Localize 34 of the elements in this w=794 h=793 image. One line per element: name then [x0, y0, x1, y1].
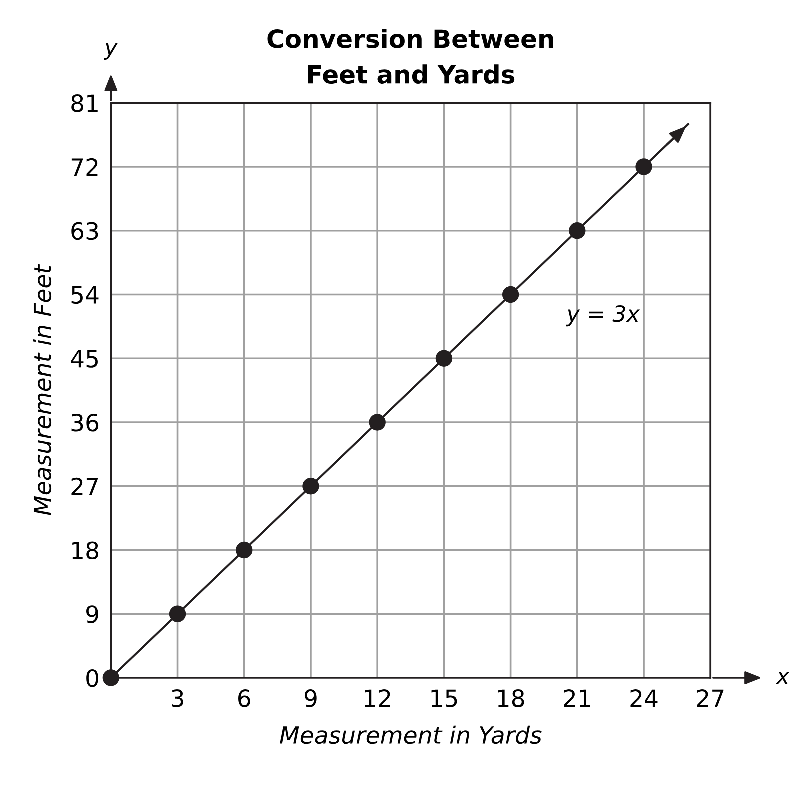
point — [236, 542, 253, 559]
point — [302, 478, 320, 495]
point — [636, 158, 652, 176]
y-axis-title: Measurement in Feet — [33, 264, 52, 516]
x-tick-label: 24 — [630, 690, 658, 708]
y-tick-label: 36 — [72, 414, 99, 432]
x-tick-label: 21 — [564, 690, 590, 708]
y-tick-label: 27 — [72, 478, 98, 496]
text: x — [776, 672, 790, 684]
annotation: y = 3x — [566, 305, 640, 327]
x-tick-label: 18 — [498, 690, 524, 708]
y-tick-label: 0 — [86, 669, 98, 688]
x-tick-label: 12 — [365, 690, 390, 708]
point — [102, 670, 120, 686]
x-tick-label: 27 — [697, 690, 724, 708]
x-tick-label: 3 — [172, 690, 184, 708]
y-tick-label: 63 — [72, 222, 98, 240]
x-axis-title: Measurement in Yards — [280, 726, 542, 744]
point — [569, 222, 586, 240]
point — [436, 350, 453, 367]
y-tick-label: 45 — [71, 350, 98, 368]
y-tick-label: 72 — [72, 158, 98, 176]
point — [502, 286, 520, 304]
y-tick-label: 9 — [86, 606, 98, 624]
point — [169, 606, 186, 622]
x-tick-label: 15 — [432, 690, 458, 708]
x-tick-label: 6 — [238, 690, 250, 708]
text: y — [104, 43, 118, 60]
point — [369, 414, 386, 431]
y-tick-label: 81 — [72, 94, 98, 112]
y-tick-label: 54 — [72, 286, 99, 304]
x-tick-label: 9 — [304, 690, 317, 708]
chart-title: Conversion Between Feet and Yards — [268, 29, 554, 84]
y-tick-label: 18 — [72, 542, 98, 560]
